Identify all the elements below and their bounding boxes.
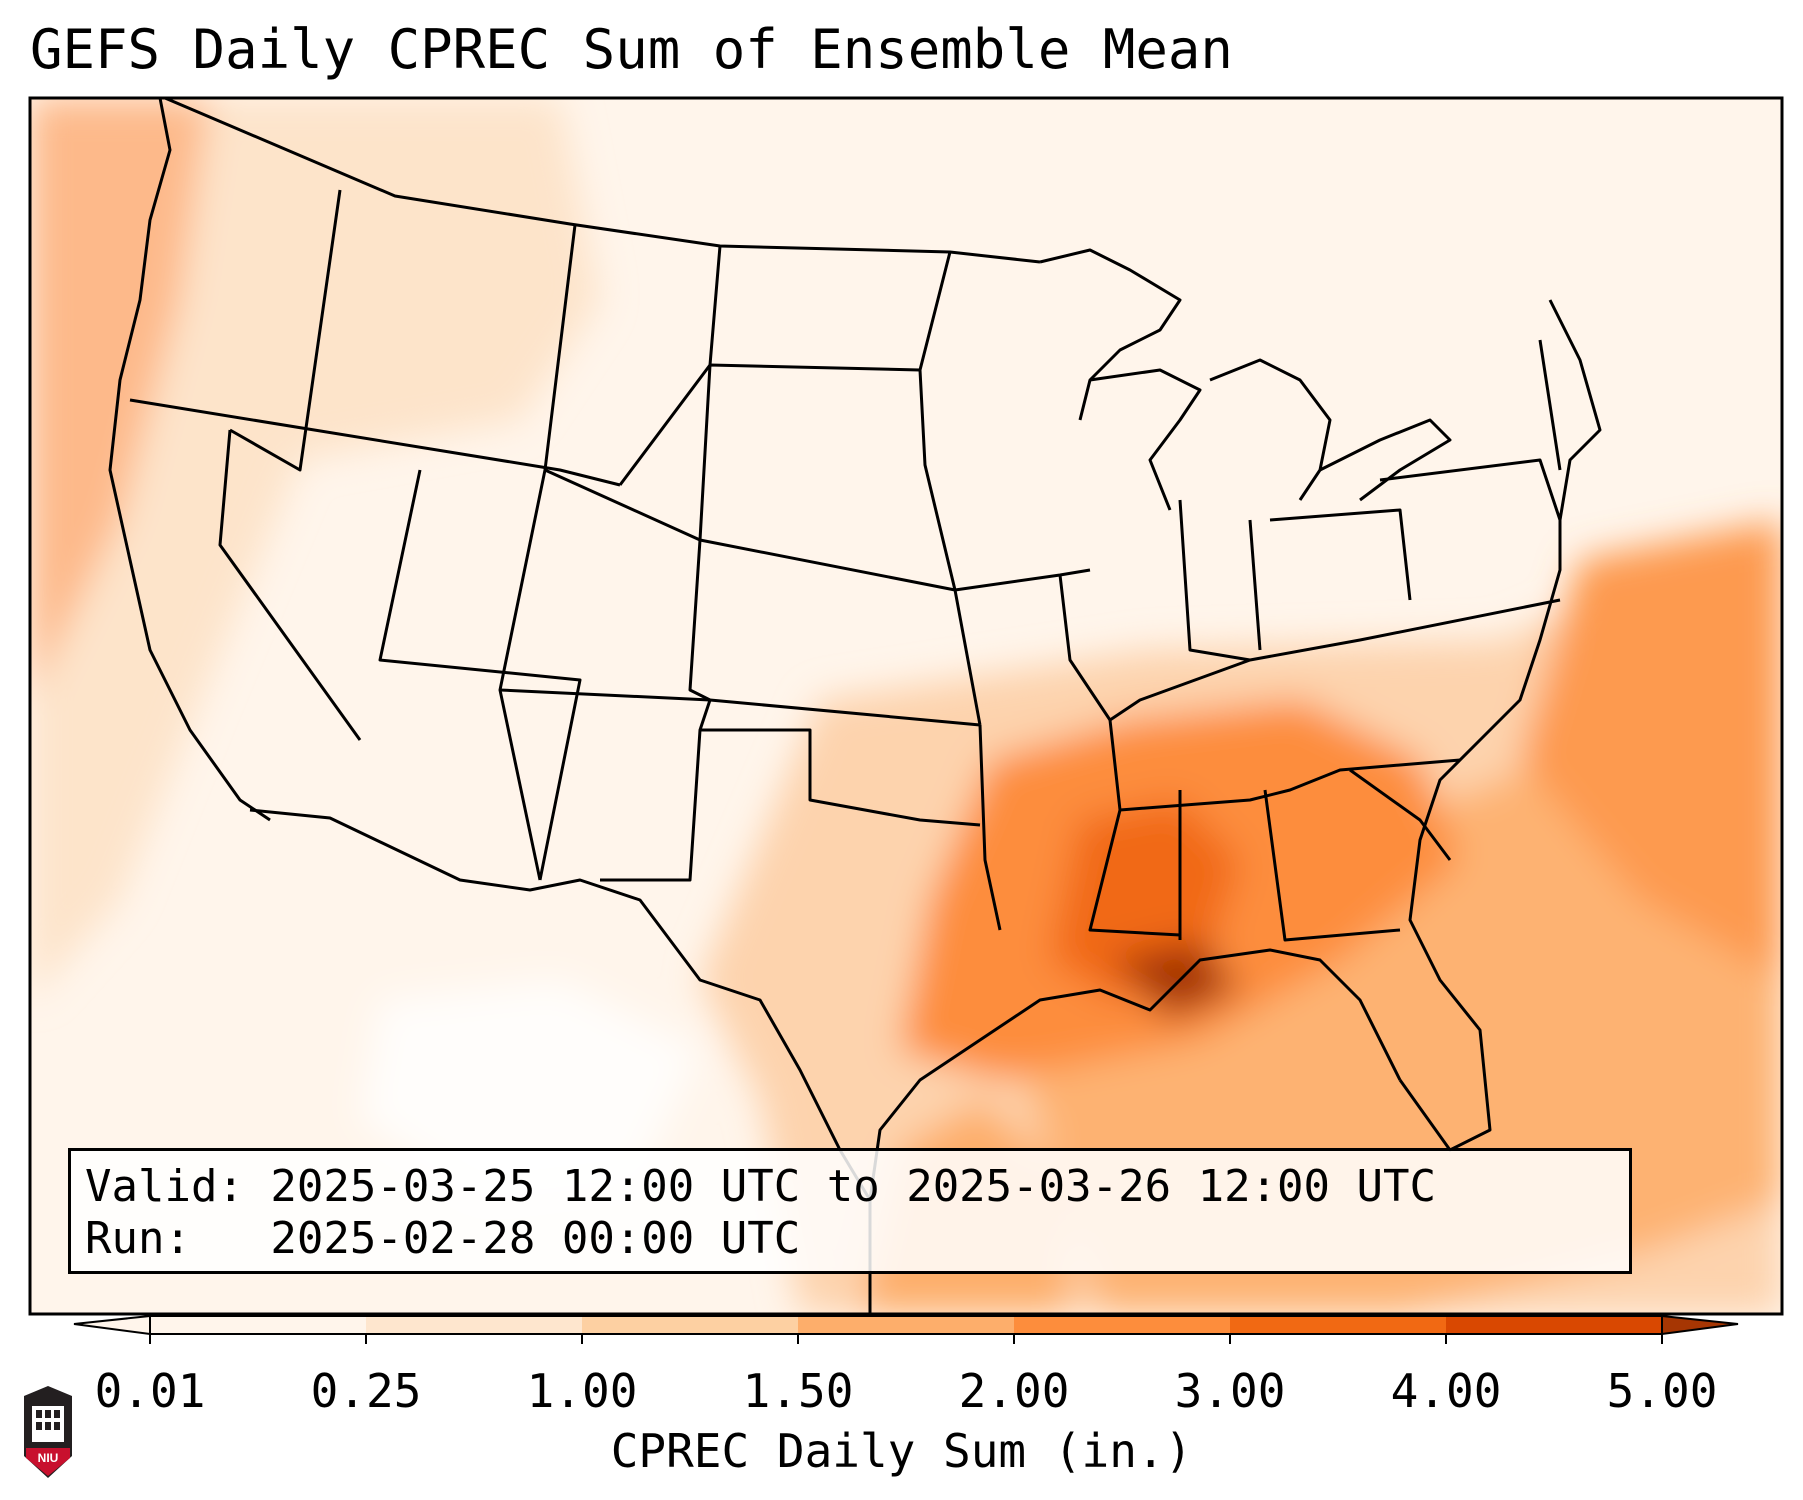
map-frame xyxy=(28,96,1784,1316)
colorbar-segment xyxy=(1230,1316,1446,1334)
colorbar-tick-label: 4.00 xyxy=(1390,1364,1502,1418)
state-borders xyxy=(108,98,1602,1314)
colorbar-tick-label: 0.25 xyxy=(310,1364,422,1418)
colorbar-tick-label: 5.00 xyxy=(1606,1364,1718,1418)
colorbar-segment xyxy=(1014,1316,1230,1334)
info-box: Valid: 2025-03-25 12:00 UTC to 2025-03-2… xyxy=(68,1148,1632,1274)
niu-logo-icon: NIU xyxy=(24,1386,72,1478)
colorbar-segment xyxy=(1446,1316,1662,1334)
colorbar-tick-label: 1.00 xyxy=(526,1364,638,1418)
colorbar-tick-label: 3.00 xyxy=(1174,1364,1286,1418)
colorbar-tick-label: 0.01 xyxy=(94,1364,206,1418)
valid-time-text: Valid: 2025-03-25 12:00 UTC to 2025-03-2… xyxy=(85,1161,1437,1212)
logo-text: NIU xyxy=(38,1451,59,1465)
colorbar-segment xyxy=(798,1316,1014,1334)
colorbar-segment xyxy=(582,1316,798,1334)
colorbar-extend-low xyxy=(73,1314,151,1336)
precip-field xyxy=(30,98,1782,1314)
colorbar-segment xyxy=(150,1316,366,1334)
colorbar-segment xyxy=(366,1316,582,1334)
colorbar-extend-high xyxy=(1661,1314,1739,1336)
colorbar-tick-label: 2.00 xyxy=(958,1364,1070,1418)
run-time-text: Run: 2025-02-28 00:00 UTC xyxy=(85,1213,801,1264)
colorbar-tick-label: 1.50 xyxy=(742,1364,854,1418)
colorbar xyxy=(73,1314,1739,1344)
map-title: GEFS Daily CPREC Sum of Ensemble Mean xyxy=(30,18,1233,81)
colorbar-label: CPREC Daily Sum (in.) xyxy=(610,1424,1193,1478)
